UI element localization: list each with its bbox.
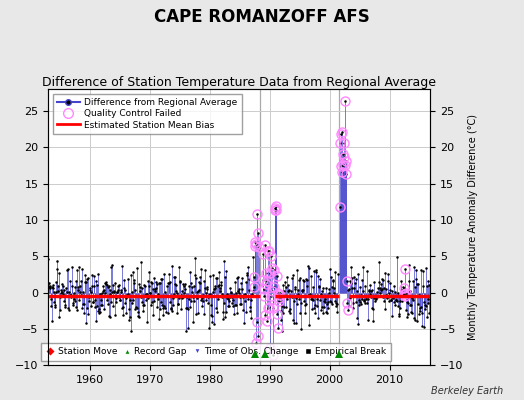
Legend: Station Move, Record Gap, Time of Obs. Change, Empirical Break: Station Move, Record Gap, Time of Obs. C…	[41, 343, 391, 361]
Text: CAPE ROMANZOFF AFS: CAPE ROMANZOFF AFS	[154, 8, 370, 26]
Y-axis label: Monthly Temperature Anomaly Difference (°C): Monthly Temperature Anomaly Difference (…	[467, 114, 477, 340]
Title: Difference of Station Temperature Data from Regional Average: Difference of Station Temperature Data f…	[42, 76, 436, 89]
Text: Berkeley Earth: Berkeley Earth	[431, 386, 503, 396]
